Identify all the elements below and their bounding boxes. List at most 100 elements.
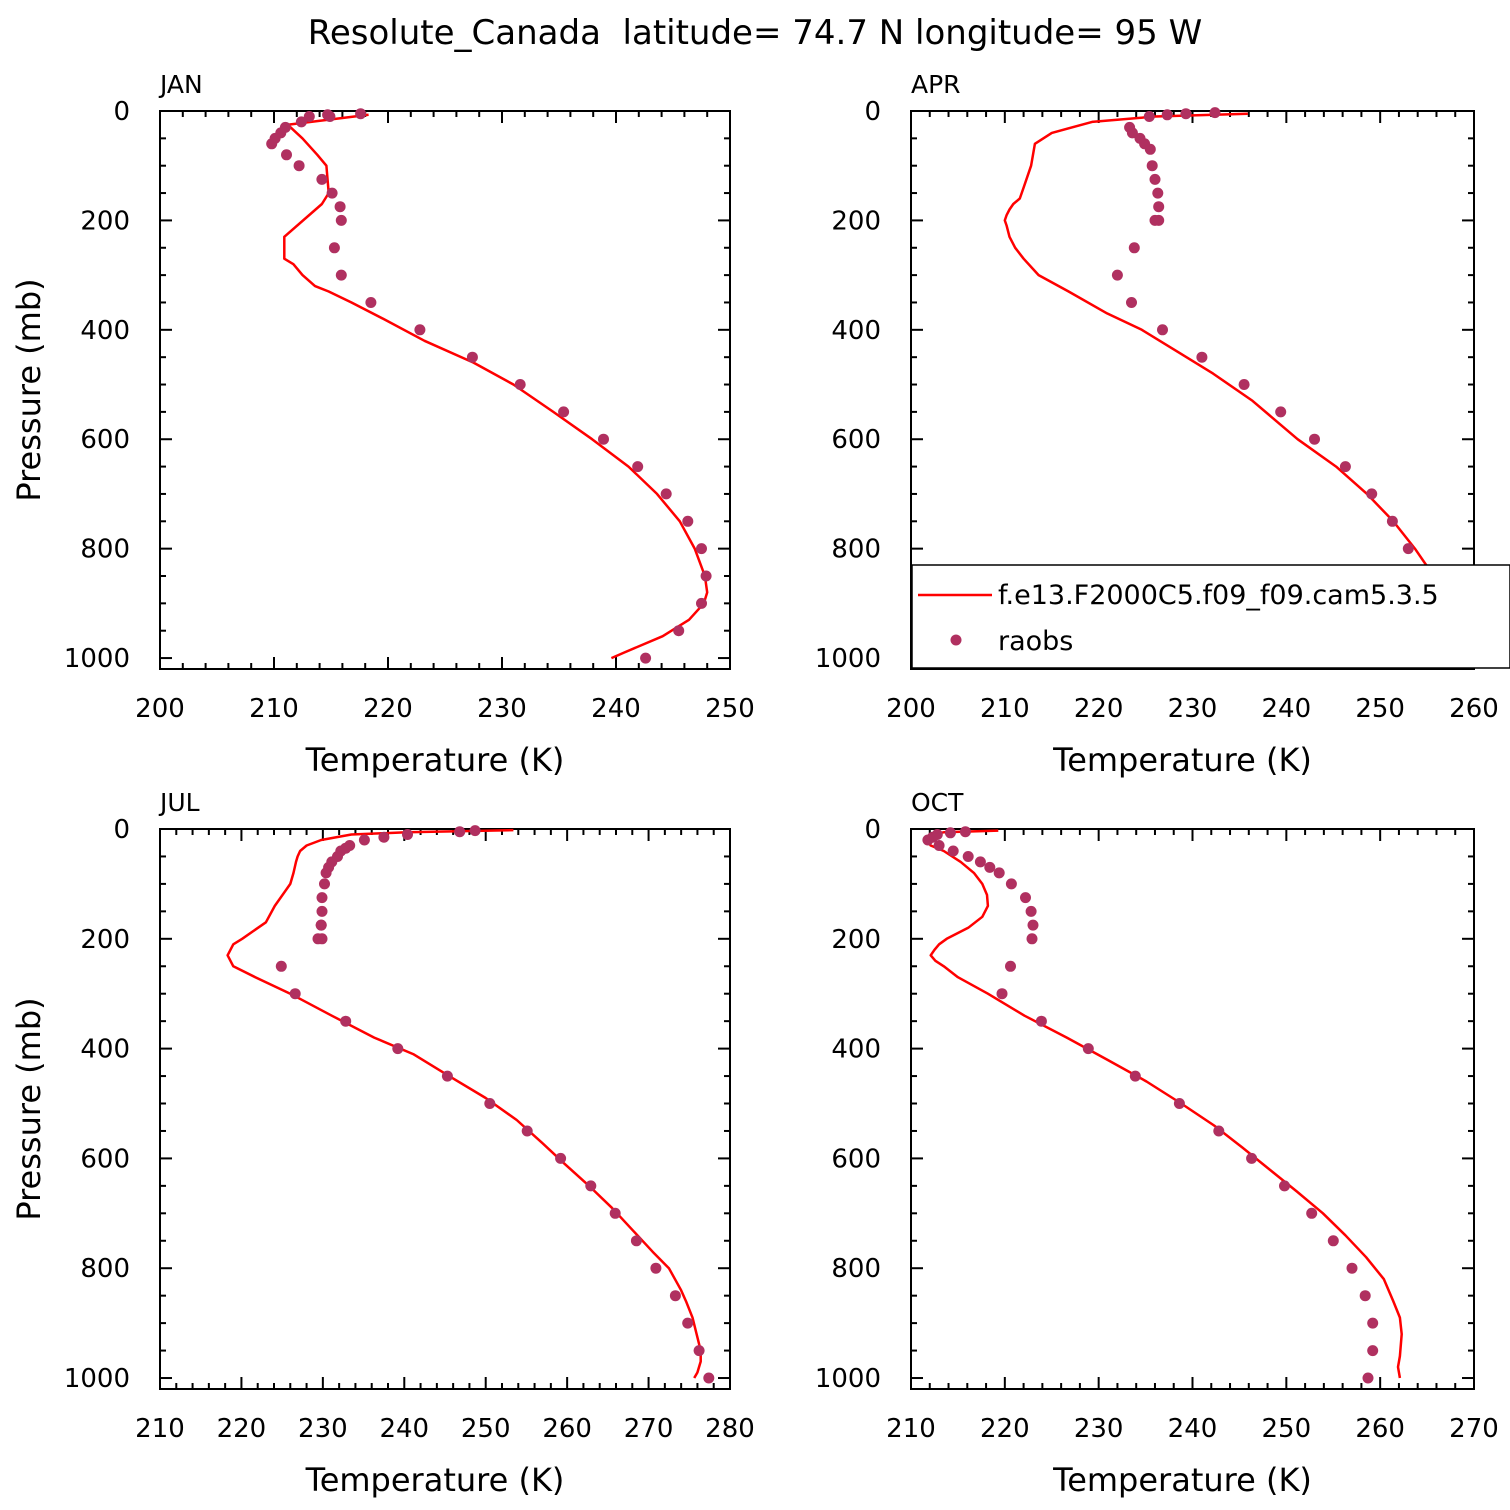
oct-raobs-point [1367, 1345, 1379, 1357]
oct-raobs-point [1129, 1070, 1141, 1082]
apr-raobs-point [1149, 214, 1161, 226]
jan-raobs-point [466, 351, 478, 363]
oct-raobs-point [993, 867, 1005, 879]
jan-raobs-point [316, 173, 328, 185]
apr-x-tick-label: 210 [980, 694, 1030, 724]
jul-raobs-point [392, 1043, 404, 1055]
oct-raobs-point [1035, 1015, 1047, 1027]
jan-raobs-point [324, 111, 336, 122]
oct-model-series-line [925, 829, 1403, 1379]
jan-raobs-point [295, 116, 307, 128]
apr-y-tick-label: 0 [864, 97, 881, 127]
oct-y-tick-label: 200 [831, 925, 881, 955]
oct-raobs-point [1027, 919, 1039, 931]
oct-x-tick-label: 260 [1355, 1414, 1405, 1444]
legend: f.e13.F2000C5.f09_f09.cam5.3.5 raobs [911, 564, 1510, 669]
jul-raobs-point [484, 1098, 496, 1109]
jan-model-series-line [283, 113, 709, 660]
jan-raobs-point [640, 652, 652, 664]
oct-x-tick-label: 240 [1168, 1414, 1218, 1444]
panel-jul: 210 220 230 240 250 260 270 280 0 200 400 600 800 100… [10, 788, 755, 1499]
jan-raobs-point [682, 515, 694, 527]
jan-y-tick-label: 800 [80, 535, 130, 565]
jul-raobs-point [521, 1125, 533, 1137]
apr-x-tick-label: 230 [1168, 694, 1218, 724]
jul-raobs-point [289, 988, 301, 1000]
apr-raobs-point [1149, 173, 1161, 185]
oct-raobs-point [959, 826, 971, 838]
apr-y-tick-label: 1000 [815, 644, 881, 674]
apr-raobs-point [1196, 351, 1208, 363]
apr-raobs-point [1128, 242, 1140, 254]
oct-raobs-point [933, 840, 945, 851]
apr-x-tick-label: 240 [1262, 694, 1312, 724]
jul-raobs-point [609, 1207, 621, 1219]
jan-x-tick-label: 240 [591, 694, 641, 724]
jan-raobs-point [334, 201, 346, 213]
jan-raobs-point [365, 297, 377, 308]
oct-raobs-point [984, 861, 996, 873]
oct-raobs-point [1025, 905, 1037, 917]
jan-y-tick-label: 1000 [64, 644, 130, 674]
oct-raobs-point [947, 845, 959, 857]
jan-raobs-point [335, 214, 347, 226]
oct-x-tick-label: 230 [1074, 1414, 1124, 1444]
oct-x-tick-label: 220 [980, 1414, 1030, 1444]
jul-raobs-point [669, 1290, 681, 1302]
apr-x-tick-label: 250 [1355, 694, 1405, 724]
jan-plot-frame [159, 110, 731, 670]
jan-raobs-point [335, 269, 347, 281]
jul-panel-label: JUL [158, 788, 200, 817]
oct-x-tick-label: 210 [886, 1414, 936, 1444]
jan-raobs-point [598, 433, 609, 445]
oct-raobs-point [944, 827, 956, 839]
jul-raobs-point [703, 1372, 715, 1384]
jul-raobs-point [454, 826, 466, 838]
jan-x-tick-label: 200 [135, 694, 185, 724]
jul-raobs-point [441, 1070, 453, 1082]
oct-y-tick-label: 400 [831, 1035, 881, 1065]
jul-y-tick-label: 600 [80, 1144, 130, 1174]
legend-obs-label: raobs [998, 626, 1073, 657]
legend-obs-marker [950, 634, 962, 646]
jan-raobs-point [696, 597, 707, 609]
oct-raobs-point [1279, 1180, 1290, 1192]
jul-raobs-point [555, 1152, 567, 1164]
jul-y-tick-label: 0 [113, 815, 130, 845]
jul-x-tick-label: 220 [217, 1414, 267, 1444]
jul-x-tick-label: 260 [542, 1414, 592, 1444]
jan-raobs-point [558, 406, 570, 418]
jan-x-tick-label: 210 [249, 694, 299, 724]
apr-raobs-point [1386, 515, 1398, 527]
oct-raobs-point [1173, 1098, 1185, 1109]
oct-x-tick-label: 250 [1262, 1414, 1312, 1444]
oct-x-tick-label: 270 [1449, 1414, 1499, 1444]
oct-raobs-point [1213, 1125, 1225, 1137]
apr-x-tick-label: 220 [1074, 694, 1124, 724]
apr-raobs-point [1144, 143, 1156, 155]
oct-raobs-point [1246, 1152, 1258, 1164]
oct-raobs-point [1327, 1235, 1339, 1247]
jan-y-tick-label: 600 [80, 425, 130, 455]
jul-raobs-point [585, 1180, 597, 1192]
legend-model-label: f.e13.F2000C5.f09_f09.cam5.3.5 [998, 580, 1439, 611]
oct-y-tick-label: 0 [864, 815, 881, 845]
apr-y-tick-label: 600 [831, 425, 881, 455]
jul-x-tick-label: 240 [379, 1414, 429, 1444]
apr-raobs-point [1238, 379, 1250, 390]
jan-x-tick-label: 230 [477, 694, 527, 724]
jan-y-tick-label: 0 [113, 97, 130, 127]
jul-raobs-point [316, 892, 328, 904]
jul-x-axis-label: Temperature (K) [305, 1461, 565, 1499]
apr-y-tick-label: 200 [831, 206, 881, 236]
figure-title: Resolute_Canada latitude= 74.7 N longitu… [308, 13, 1202, 53]
jan-raobs-point [632, 461, 644, 473]
panel-apr: 200 210 220 230 240 250 260 0 200 400 600 800 1000 AP… [815, 70, 1499, 779]
jul-raobs-point [682, 1317, 694, 1329]
jul-raobs-point [320, 867, 332, 879]
jan-raobs-point [266, 138, 278, 150]
panel-jan: 200 210 220 230 240 250 0 200 400 600 800 1000 JAN Te… [10, 70, 755, 779]
apr-raobs-point [1157, 324, 1168, 336]
apr-y-tick-label: 400 [831, 316, 881, 346]
